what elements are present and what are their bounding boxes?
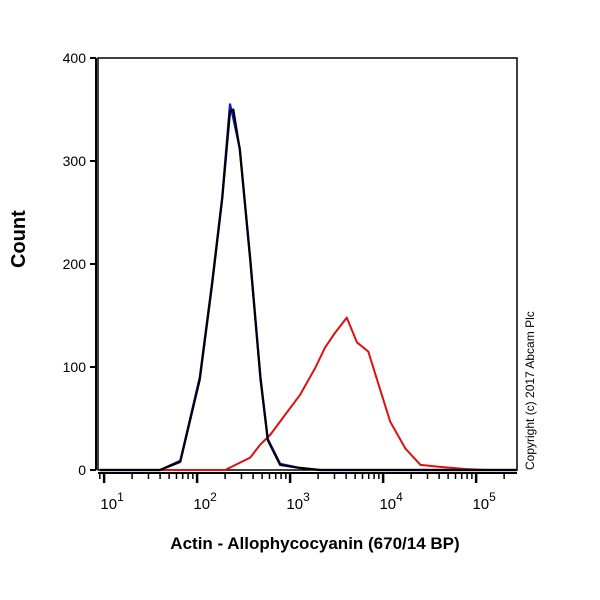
series-line-0 <box>99 316 517 471</box>
y-tick-label: 300 <box>63 153 87 169</box>
series-line-1 <box>99 103 517 472</box>
y-axis-label: Count <box>8 210 30 268</box>
x-tick-label: 101 <box>100 490 124 513</box>
x-axis-label: Actin - Allophycocyanin (670/14 BP) <box>170 534 460 553</box>
series-line-2 <box>99 108 517 472</box>
x-tick-label: 105 <box>472 490 496 513</box>
y-tick-label: 100 <box>63 359 87 375</box>
y-tick-label: 400 <box>63 50 87 66</box>
y-tick-label: 200 <box>63 256 87 272</box>
copyright-text: Copyright (c) 2017 Abcam Plc <box>523 311 537 470</box>
x-tick-label: 102 <box>193 490 217 513</box>
x-tick-label: 103 <box>286 490 310 513</box>
x-tick-label: 104 <box>379 490 403 513</box>
plot-frame <box>97 57 518 471</box>
y-tick-label: 0 <box>78 462 86 478</box>
